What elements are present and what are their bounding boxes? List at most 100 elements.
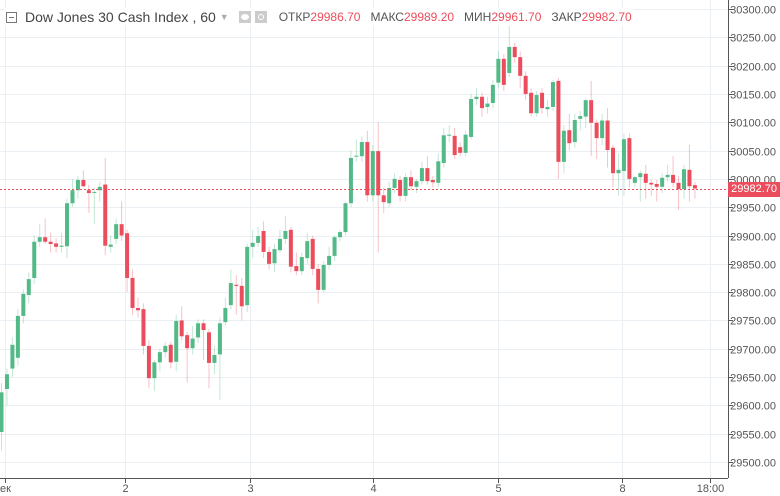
candle [152, 360, 157, 392]
candle-body [507, 46, 512, 73]
candle [403, 173, 408, 202]
last-price-label: 29982.70 [728, 182, 780, 197]
candle-body [338, 232, 343, 238]
candle-body [381, 195, 386, 203]
candle-body [430, 180, 435, 183]
candle [512, 42, 517, 63]
chevron-down-icon[interactable]: ▼ [219, 12, 229, 22]
candle [86, 184, 91, 213]
candle-body [474, 96, 479, 100]
price-tick-label: 29900.00 [730, 232, 776, 244]
candle [447, 125, 452, 143]
candle-body [660, 177, 665, 187]
candle-body [419, 168, 424, 182]
candle [348, 150, 353, 208]
time-axis[interactable]: ек 2 3 4 5 8 18:00 [0, 478, 724, 495]
candle [572, 113, 577, 148]
candle-body [572, 119, 577, 143]
candle [343, 201, 348, 236]
gear-icon[interactable] [254, 11, 267, 23]
candle [43, 218, 48, 244]
candle-body [26, 279, 31, 295]
price-axis[interactable]: 29500.00 29550.00 29600.00 29650.00 29700.00… [728, 5, 776, 470]
corner-bg [729, 479, 780, 496]
candle [501, 54, 506, 92]
candle-body [403, 177, 408, 196]
candle [414, 178, 419, 194]
candle [436, 153, 441, 188]
candle-body [75, 180, 80, 191]
candle [277, 229, 282, 253]
candle-body [136, 307, 140, 311]
candle-body [32, 241, 37, 278]
candle [627, 133, 632, 188]
candle [611, 144, 616, 188]
candle [665, 164, 670, 182]
candle-body [119, 224, 124, 236]
candle [59, 232, 64, 253]
candle-body [81, 180, 86, 187]
candle [567, 113, 572, 151]
candle [616, 153, 621, 196]
candle-body [54, 243, 59, 247]
price-tick-label: 29550.00 [730, 430, 776, 442]
candle-body [97, 186, 102, 191]
candle [523, 71, 528, 100]
time-tick-label: 8 [619, 483, 625, 495]
candle-body [490, 84, 495, 103]
candle-body [463, 134, 468, 153]
candle-body [294, 266, 299, 272]
candle [605, 108, 610, 168]
candle-body [529, 92, 534, 114]
candle-body [288, 229, 293, 267]
price-tick-label: 29600.00 [730, 401, 776, 413]
candle-body [567, 130, 572, 144]
candle [125, 229, 130, 293]
candle [119, 201, 124, 242]
close-value: 29982.70 [581, 10, 632, 24]
candle-body [250, 242, 255, 247]
candle-body [638, 173, 643, 178]
candle-body [321, 264, 326, 290]
candle [0, 382, 4, 451]
candle-body [425, 168, 430, 182]
eye-icon[interactable] [238, 11, 251, 23]
candle [185, 331, 190, 383]
candle-body [447, 134, 452, 136]
candle [561, 125, 566, 174]
candle [376, 122, 381, 253]
candle [168, 341, 173, 369]
candle [288, 227, 293, 273]
candle-body [354, 155, 359, 157]
candle-body [682, 169, 686, 190]
candle [201, 319, 206, 361]
candle [529, 88, 534, 117]
collapse-icon[interactable] [6, 11, 17, 23]
candle [70, 178, 75, 208]
candle-body [261, 230, 266, 252]
candle-body [479, 96, 484, 109]
candle-body [540, 92, 545, 109]
candle [332, 235, 337, 261]
low-label: МИН [464, 10, 492, 24]
candle-body [359, 142, 364, 157]
symbol-title[interactable]: Dow Jones 30 Cash Index [25, 9, 189, 25]
time-tick-label: 5 [495, 483, 501, 495]
candle-body [48, 241, 53, 244]
candle [621, 133, 626, 196]
candle [463, 130, 468, 157]
candle [381, 187, 386, 213]
candle-body [15, 315, 20, 358]
grid [0, 0, 728, 478]
candle [108, 235, 113, 253]
candle-body [583, 100, 588, 117]
candle [458, 142, 463, 157]
candle [174, 314, 179, 372]
candle-body [485, 103, 490, 107]
candle [654, 180, 659, 202]
candle [114, 218, 119, 244]
candle [272, 243, 277, 273]
ohlc-values: ОТКР29986.70 МАКС29989.20 МИН29961.70 ЗА… [279, 10, 632, 24]
candle-body [141, 309, 146, 346]
